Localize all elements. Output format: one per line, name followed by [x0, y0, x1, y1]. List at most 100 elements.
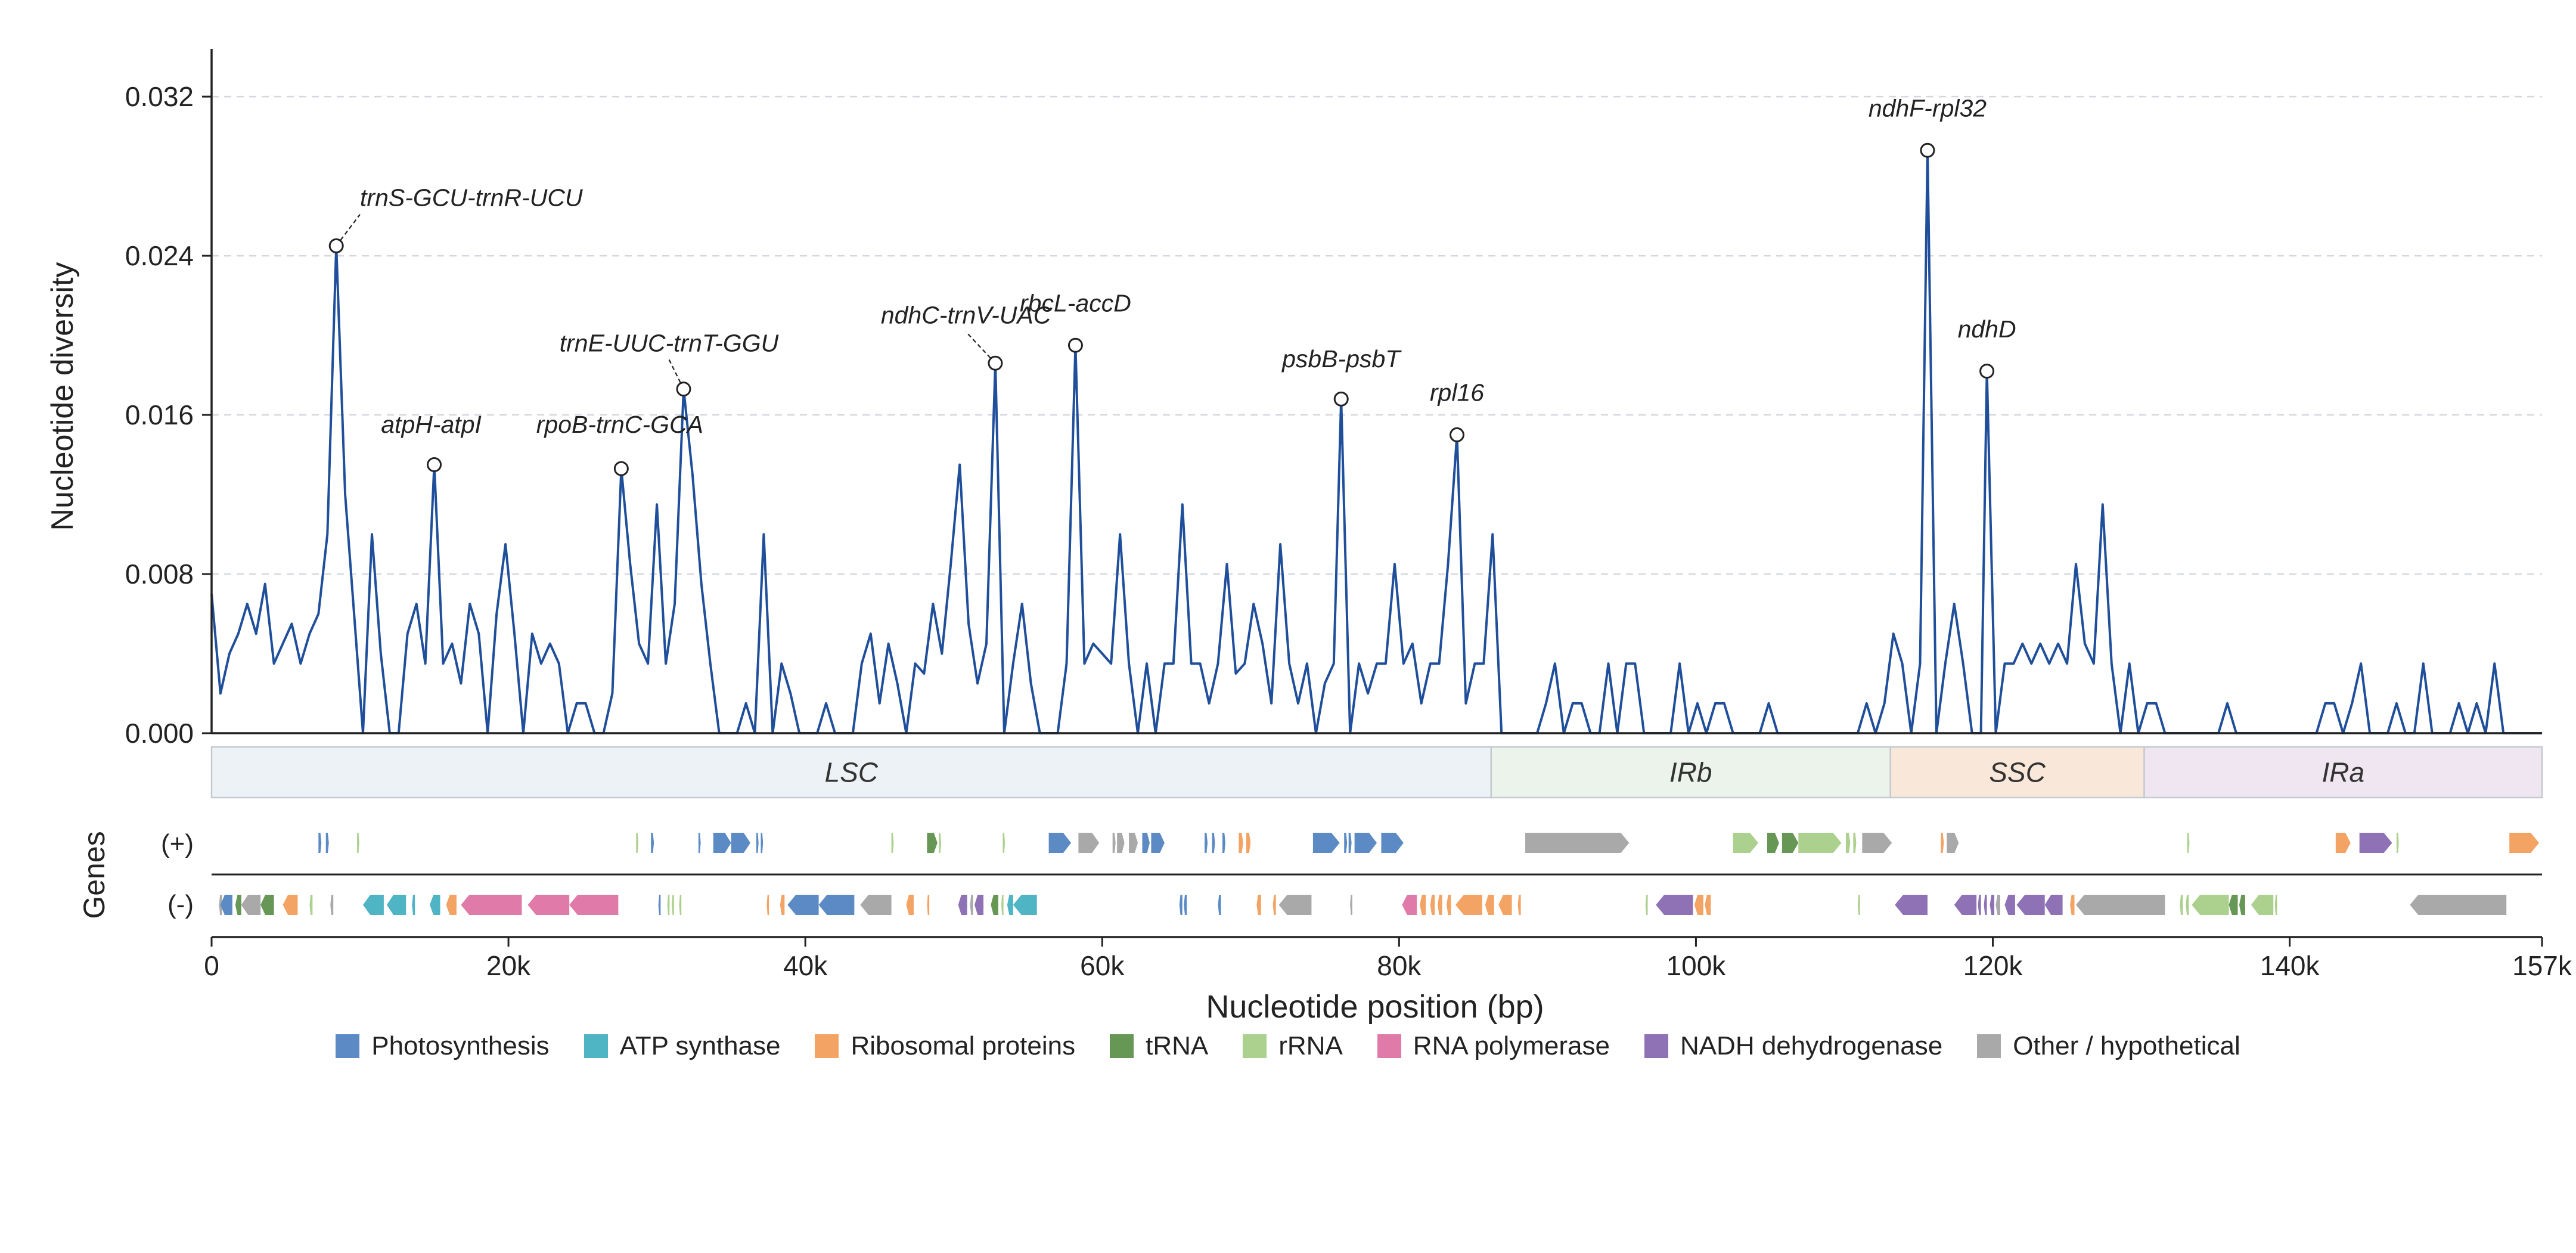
- gene-other: [1117, 833, 1125, 853]
- region-label: LSC: [825, 757, 879, 788]
- gene-rrna: [1003, 833, 1005, 853]
- gene-ndh: [2359, 833, 2392, 853]
- gene-other: [1350, 895, 1352, 915]
- x-tick-label: 20k: [486, 950, 531, 981]
- gene-ribo: [2509, 833, 2540, 853]
- gene-trna: [991, 895, 998, 915]
- gene-other: [1278, 895, 1312, 915]
- peak-label: ndhC-trnV-UAC: [881, 302, 1051, 329]
- legend-label: NADH dehydrogenase: [1680, 1031, 1943, 1060]
- x-tick-label: 157k: [2512, 950, 2572, 981]
- gene-rrna: [1857, 895, 1860, 915]
- legend-label: Ribosomal proteins: [851, 1031, 1076, 1060]
- gene-other: [1947, 833, 1959, 853]
- gene-ribo: [2335, 833, 2351, 853]
- gene-ribo: [1438, 895, 1442, 915]
- legend-label: Other / hypothetical: [2013, 1031, 2240, 1060]
- peak-label: rpl16: [1430, 379, 1484, 407]
- region-label: IRa: [2321, 757, 2364, 788]
- peak-label: ndhD: [1958, 315, 2016, 343]
- peak-label: rpoB-trnC-GCA: [536, 411, 703, 438]
- gene-rnapol: [527, 895, 570, 915]
- peak-label: psbB-psbT: [1281, 345, 1402, 373]
- region-label: SSC: [1989, 757, 2046, 788]
- gene-photo: [325, 833, 329, 853]
- gene-ribo: [1455, 895, 1482, 915]
- legend-item-atp: ATP synthase: [584, 1031, 780, 1061]
- legend-item-photo: Photosynthesis: [336, 1031, 550, 1061]
- gene-atp: [430, 895, 440, 915]
- peak-label: ndhF-rpl32: [1869, 94, 1987, 122]
- legend-swatch: [1110, 1034, 1134, 1058]
- legend-label: tRNA: [1146, 1031, 1209, 1060]
- axes: 0.000 0.008 0.016 0.024 0.032 0 20k 40k 60k 80k 10…: [125, 49, 2572, 981]
- gene-ribo: [1517, 895, 1521, 915]
- legend: Photosynthesis ATP synthase Ribosomal prot…: [0, 1031, 2576, 1061]
- gene-photo: [1344, 833, 1348, 853]
- gridlines: [212, 95, 2542, 575]
- legend-item-trna: tRNA: [1110, 1031, 1208, 1061]
- gene-rrna: [2186, 895, 2189, 915]
- x-tick-label: 140k: [2260, 950, 2320, 981]
- gene-ribo: [1430, 895, 1435, 915]
- legend-item-other: Other / hypothetical: [1977, 1031, 2240, 1061]
- gene-photo: [713, 833, 731, 853]
- gene-photo: [651, 833, 654, 853]
- gene-rrna: [891, 833, 894, 853]
- gene-ribo: [780, 895, 785, 915]
- gene-photo: [1151, 833, 1165, 853]
- gene-other: [970, 895, 973, 915]
- gene-rrna: [1798, 833, 1842, 853]
- gene-rnapol: [461, 895, 522, 915]
- gene-photo: [220, 895, 232, 915]
- legend-swatch: [815, 1034, 839, 1058]
- gene-photo: [1312, 833, 1340, 853]
- gene-other: [241, 895, 261, 915]
- gene-ndh: [2004, 895, 2015, 915]
- gene-rrna: [2274, 895, 2277, 915]
- peak-marker: [328, 238, 344, 253]
- gene-photo: [787, 895, 819, 915]
- gene-other: [1995, 895, 2000, 915]
- gene-photo: [1179, 895, 1183, 915]
- gene-atp: [1013, 895, 1037, 915]
- gene-photo: [1205, 833, 1208, 853]
- legend-swatch: [1377, 1034, 1401, 1058]
- peak-label: trnS-GCU-trnR-UCU: [360, 184, 583, 212]
- gene-rrna: [636, 833, 639, 853]
- gene-ribo: [766, 895, 769, 915]
- legend-item-rrna: rRNA: [1243, 1031, 1343, 1061]
- gene-ribo: [446, 895, 457, 915]
- peak-marker: [1920, 142, 1935, 158]
- y-axis-label: Nucleotide diversity: [45, 262, 80, 531]
- gene-photo: [1381, 833, 1404, 853]
- gene-ribo: [1273, 895, 1276, 915]
- diversity-line: [210, 149, 2542, 734]
- gene-photo: [1354, 833, 1377, 853]
- gene-rrna: [672, 895, 674, 915]
- gene-rrna: [2396, 833, 2399, 853]
- x-tick-label: 100k: [1666, 950, 1727, 981]
- gene-rnapol: [1402, 895, 1417, 915]
- gene-trna: [1767, 833, 1779, 853]
- gene-other: [1112, 833, 1116, 853]
- gene-other: [330, 895, 334, 915]
- legend-label: RNA polymerase: [1413, 1031, 1610, 1060]
- gene-rrna: [2180, 895, 2183, 915]
- peak-marker: [613, 461, 629, 476]
- gene-ribo: [2070, 895, 2075, 915]
- gene-photo: [1222, 833, 1225, 853]
- gene-photo: [698, 833, 701, 853]
- gene-photo: [1048, 833, 1071, 853]
- gene-photo: [761, 833, 764, 853]
- gene-rrna: [2187, 833, 2190, 853]
- region-ira: [2143, 746, 2543, 799]
- gene-rrna: [1733, 833, 1759, 853]
- gene-ndh: [958, 895, 967, 915]
- gene-rrna: [1645, 895, 1648, 915]
- gene-atp: [412, 895, 415, 915]
- y-tick-label: 0.032: [125, 81, 194, 112]
- minus-strand-label: (-): [167, 890, 194, 919]
- peak-leader-line: [668, 359, 684, 390]
- gene-ribo: [1941, 833, 1944, 853]
